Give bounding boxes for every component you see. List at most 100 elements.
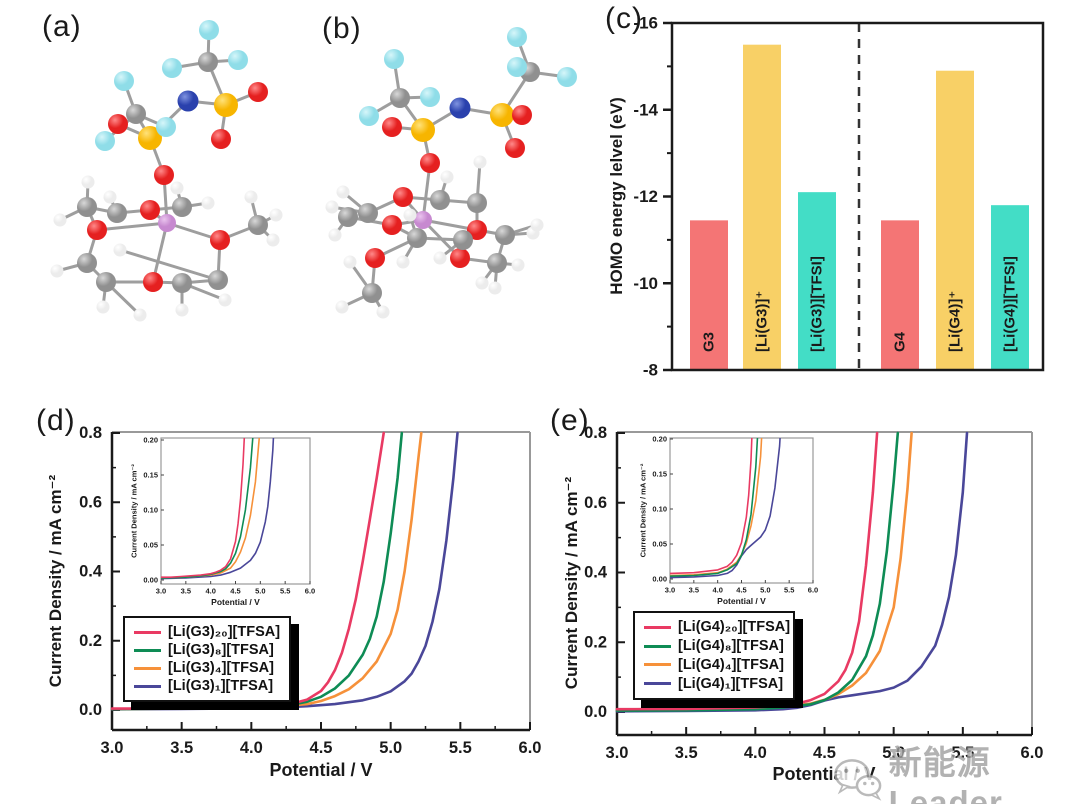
atom-C: [338, 207, 358, 227]
inset-frame: [669, 437, 814, 584]
atom-H: [50, 264, 64, 278]
y-tick-label: 0.8: [79, 424, 102, 442]
atom-F: [156, 117, 176, 137]
legend-label: [Li(G4)₄][TFSA]: [678, 656, 784, 673]
inset-y-tick-label: 0.00: [652, 575, 667, 584]
lsv-g3-x-axis-label: Potential / V: [269, 760, 373, 780]
atom-H: [81, 175, 95, 189]
inset-x-tick-label: 5.5: [280, 587, 290, 596]
legend-label: [Li(G3)₈][TFSA]: [168, 642, 274, 658]
atom-H: [328, 228, 342, 242]
atom-H: [325, 200, 339, 214]
legend-color-swatch: [134, 630, 161, 634]
atom-H: [376, 305, 390, 319]
atom-C: [96, 272, 116, 292]
atom-O: [382, 215, 402, 235]
inset-y-tick-label: 0.20: [652, 435, 667, 444]
legend-color-swatch: [644, 625, 671, 629]
atom-F: [507, 57, 527, 77]
bond: [95, 221, 169, 232]
atom-N: [177, 90, 199, 112]
atom-H: [475, 276, 489, 290]
atom-S: [214, 93, 238, 117]
atom-H: [175, 303, 189, 317]
atom-H: [530, 218, 544, 232]
atom-O: [420, 153, 440, 173]
y-tick-label: -14: [633, 100, 658, 119]
atom-F: [557, 67, 577, 87]
series-curve: [615, 431, 879, 711]
atom-O: [87, 220, 107, 240]
x-tick-label: 3.0: [606, 744, 629, 762]
atom-Li: [414, 211, 432, 229]
atom-F: [114, 71, 134, 91]
x-tick-label: 5.5: [951, 744, 974, 762]
atom-Li: [158, 214, 176, 232]
atom-C: [362, 283, 382, 303]
legend-item: [Li(G4)₁][TFSA]: [644, 674, 784, 693]
atom-C: [453, 230, 473, 250]
inset-x-tick-label: 6.0: [305, 587, 315, 596]
inset-x-tick-label: 6.0: [808, 586, 818, 595]
bar-label: [Li(G3)][TFSI]: [809, 256, 826, 352]
atom-O: [393, 187, 413, 207]
inset-y-tick-label: 0.15: [652, 470, 667, 479]
inset-x-tick-label: 4.0: [712, 586, 722, 595]
homo-bar: [991, 205, 1029, 370]
inset-x-tick-label: 3.0: [156, 587, 166, 596]
homo-bar: [881, 220, 919, 370]
atom-C: [77, 253, 97, 273]
inset-y-tick-label: 0.20: [143, 436, 158, 445]
atom-C: [198, 52, 218, 72]
inset-x-tick-label: 5.5: [784, 586, 794, 595]
inset-y-tick-label: 0.00: [143, 576, 158, 585]
inset-y-tick-label: 0.10: [652, 505, 667, 514]
homo-bar: [798, 192, 836, 370]
legend-color-swatch: [644, 663, 671, 667]
inset-x-tick-label: 3.0: [665, 586, 675, 595]
molecule-a-ball-stick-model: [50, 20, 283, 322]
y-tick-label: 0.6: [584, 494, 607, 512]
inset-series-curve: [161, 438, 246, 578]
legend-color-swatch: [134, 648, 161, 652]
series-curve: [615, 431, 900, 712]
x-tick-label: 4.5: [310, 739, 333, 757]
y-tick-label: -10: [633, 274, 658, 293]
inset-y-axis-label: Current Density / mA cm⁻²: [639, 463, 648, 557]
atom-C: [358, 203, 378, 223]
atom-O: [143, 272, 163, 292]
atom-H: [133, 308, 147, 322]
legend-label: [Li(G4)₂₀][TFSA]: [678, 619, 791, 636]
atom-O: [140, 200, 160, 220]
inset-x-tick-label: 4.5: [230, 587, 240, 596]
atom-C: [77, 197, 97, 217]
atom-C: [208, 270, 228, 290]
legend-item: [Li(G3)₂₀][TFSA]: [134, 623, 280, 641]
x-tick-label: 5.0: [379, 739, 402, 757]
atom-S: [490, 103, 514, 127]
atom-H: [103, 190, 117, 204]
y-tick-label: -16: [633, 14, 658, 33]
atom-C: [487, 253, 507, 273]
legend-item: [Li(G3)₁][TFSA]: [134, 677, 280, 695]
homo-bar: [743, 44, 781, 370]
series-curve: [110, 431, 386, 710]
bar-label: G3: [701, 332, 718, 352]
legend-label: [Li(G3)₄][TFSA]: [168, 660, 274, 676]
atom-H: [170, 181, 184, 195]
homo-bar-chart: -16 -14 -12 -10 -8 G3 [Li(G3)]⁺ [Li(G3)][TFSI] G…: [633, 14, 1045, 380]
atom-O: [505, 138, 525, 158]
atom-H: [201, 196, 215, 210]
homo-bar: [690, 220, 728, 370]
legend-item: [Li(G4)₈][TFSA]: [644, 637, 784, 656]
bar-label: G4: [892, 331, 909, 352]
inset-series-curve: [670, 438, 759, 577]
atom-O: [512, 105, 532, 125]
legend-color-swatch: [644, 644, 671, 648]
inset-x-tick-label: 3.5: [689, 586, 699, 595]
atom-C: [407, 228, 427, 248]
bar-label: [Li(G4)]⁺: [947, 291, 964, 352]
y-tick-label: -12: [633, 187, 658, 206]
panel-a-label: (a): [42, 10, 82, 43]
legend-item: [Li(G3)₈][TFSA]: [134, 641, 280, 659]
